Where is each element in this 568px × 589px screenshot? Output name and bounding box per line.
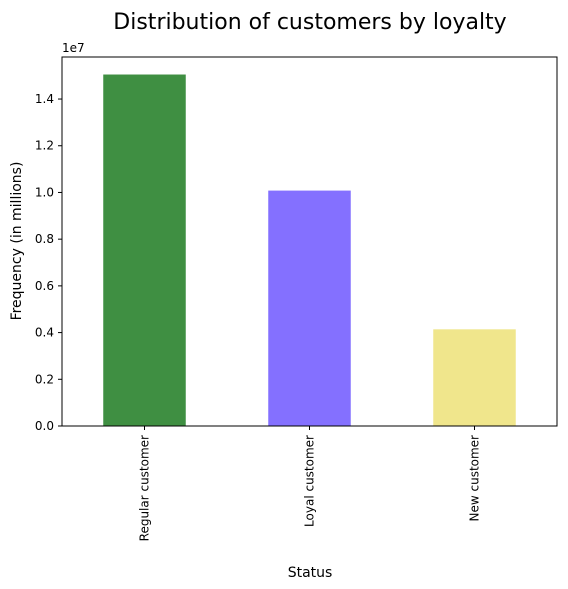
y-tick-label: 1.0	[35, 185, 54, 199]
y-tick-label: 0.2	[35, 372, 54, 386]
y-tick-label: 0.4	[35, 326, 54, 340]
y-axis-ticks: 0.0 0.2 0.4 0.6 0.8 1.0 1.2 1.4	[35, 92, 62, 433]
bar-regular-customer	[103, 75, 186, 426]
x-tick-label: Regular customer	[138, 435, 152, 541]
x-tick-label: Loyal customer	[303, 435, 317, 527]
y-tick-label: 0.8	[35, 232, 54, 246]
bars-group	[103, 75, 516, 426]
y-tick-label: 0.0	[35, 419, 54, 433]
x-axis-label: Status	[288, 565, 333, 581]
y-axis-offset-label: 1e7	[62, 41, 85, 55]
y-tick-label: 1.4	[35, 92, 54, 106]
bar-new-customer	[433, 329, 516, 426]
y-axis-label: Frequency (in millions)	[9, 162, 25, 321]
y-tick-label: 0.6	[35, 279, 54, 293]
bar-loyal-customer	[268, 191, 351, 426]
x-tick-label: New customer	[468, 435, 482, 522]
y-tick-label: 1.2	[35, 139, 54, 153]
chart-title: Distribution of customers by loyalty	[113, 10, 506, 35]
x-axis-ticks: Regular customer Loyal customer New custom…	[138, 426, 482, 541]
